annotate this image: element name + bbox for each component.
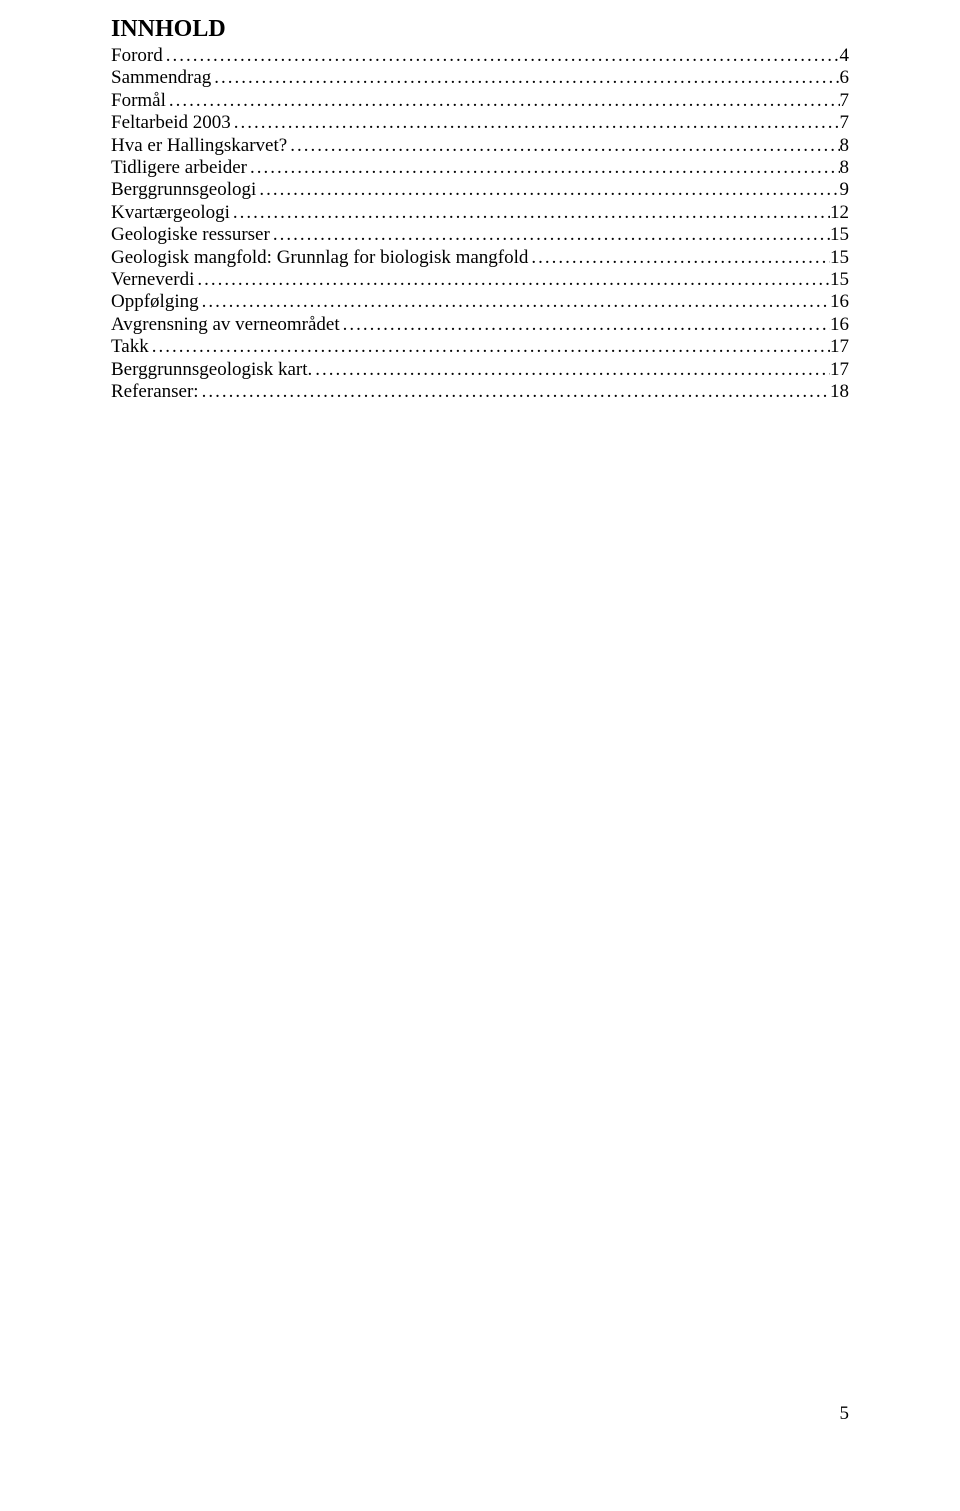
toc-entry-label: Oppfølging	[111, 291, 199, 313]
toc-entry-page: 9	[840, 179, 850, 201]
toc-row: Takk....................................…	[111, 336, 849, 358]
toc-dot-leader: ........................................…	[340, 314, 830, 336]
toc-entry-label: Formål	[111, 90, 166, 112]
toc-row: Feltarbeid 2003.........................…	[111, 112, 849, 134]
toc-entry-label: Geologiske ressurser	[111, 224, 270, 246]
page-container: INNHOLD Forord..........................…	[0, 0, 960, 1511]
toc-entry-label: Kvartærgeologi	[111, 202, 230, 224]
toc-dot-leader: ........................................…	[312, 359, 830, 381]
toc-row: Geologiske ressurser....................…	[111, 224, 849, 246]
toc-dot-leader: ........................................…	[230, 202, 830, 224]
toc-entry-label: Verneverdi	[111, 269, 194, 291]
toc-entry-label: Berggrunnsgeologi	[111, 179, 256, 201]
toc-dot-leader: ........................................…	[199, 291, 830, 313]
toc-entry-page: 8	[840, 157, 850, 179]
toc-dot-leader: ........................................…	[166, 90, 840, 112]
toc-entry-page: 8	[840, 135, 850, 157]
toc-row: Avgrensning av verneområdet.............…	[111, 314, 849, 336]
toc-entry-label: Avgrensning av verneområdet	[111, 314, 340, 336]
toc-row: Kvartærgeologi..........................…	[111, 202, 849, 224]
page-number: 5	[840, 1403, 850, 1425]
toc-entry-page: 15	[830, 247, 849, 269]
toc-entry-label: Tidligere arbeider	[111, 157, 247, 179]
toc-entry-label: Hva er Hallingskarvet?	[111, 135, 287, 157]
toc-entry-label: Referanser:	[111, 381, 199, 403]
toc-dot-leader: ........................................…	[199, 381, 830, 403]
toc-entry-page: 7	[840, 112, 850, 134]
toc-entry-label: Takk	[111, 336, 149, 358]
toc-dot-leader: ........................................…	[211, 67, 839, 89]
toc-entry-label: Feltarbeid 2003	[111, 112, 231, 134]
toc-row: Berggrunnsgeologi.......................…	[111, 179, 849, 201]
toc-entry-label: Geologisk mangfold: Grunnlag for biologi…	[111, 247, 528, 269]
toc-dot-leader: ........................................…	[149, 336, 830, 358]
toc-entry-page: 15	[830, 269, 849, 291]
toc-row: Referanser:.............................…	[111, 381, 849, 403]
toc-row: Tidligere arbeider......................…	[111, 157, 849, 179]
toc-entry-page: 7	[840, 90, 850, 112]
toc-entry-label: Berggrunnsgeologisk kart.	[111, 359, 312, 381]
toc-dot-leader: ........................................…	[163, 45, 840, 67]
toc-dot-leader: ........................................…	[528, 247, 830, 269]
toc-row: Forord..................................…	[111, 45, 849, 67]
toc-row: Geologisk mangfold: Grunnlag for biologi…	[111, 247, 849, 269]
toc-entry-label: Forord	[111, 45, 163, 67]
toc-row: Formål..................................…	[111, 90, 849, 112]
toc-entry-page: 6	[840, 67, 850, 89]
table-of-contents: Forord..................................…	[111, 45, 849, 404]
toc-entry-label: Sammendrag	[111, 67, 211, 89]
toc-entry-page: 15	[830, 224, 849, 246]
toc-entry-page: 12	[830, 202, 849, 224]
toc-row: Sammendrag..............................…	[111, 67, 849, 89]
toc-row: Oppfølging..............................…	[111, 291, 849, 313]
toc-entry-page: 4	[840, 45, 850, 67]
toc-dot-leader: ........................................…	[270, 224, 830, 246]
toc-entry-page: 18	[830, 381, 849, 403]
toc-entry-page: 17	[830, 336, 849, 358]
toc-row: Hva er Hallingskarvet?..................…	[111, 135, 849, 157]
toc-row: Berggrunnsgeologisk kart................…	[111, 359, 849, 381]
toc-dot-leader: ........................................…	[256, 179, 839, 201]
toc-dot-leader: ........................................…	[231, 112, 840, 134]
toc-row: Verneverdi..............................…	[111, 269, 849, 291]
toc-title: INNHOLD	[111, 16, 849, 43]
toc-entry-page: 16	[830, 314, 849, 336]
toc-dot-leader: ........................................…	[247, 157, 840, 179]
toc-dot-leader: ........................................…	[287, 135, 839, 157]
toc-entry-page: 16	[830, 291, 849, 313]
toc-dot-leader: ........................................…	[194, 269, 830, 291]
toc-entry-page: 17	[830, 359, 849, 381]
